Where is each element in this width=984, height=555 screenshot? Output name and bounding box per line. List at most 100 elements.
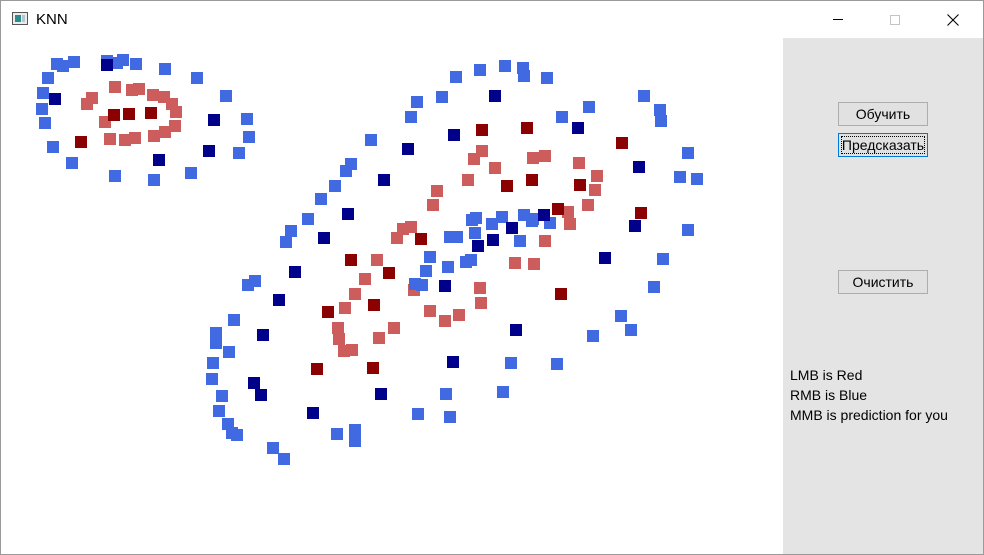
blue-point: [191, 72, 203, 84]
blue-point: [420, 265, 432, 277]
blue-point: [57, 60, 69, 72]
blue-point: [682, 147, 694, 159]
red-point: [468, 153, 480, 165]
blue-point: [278, 453, 290, 465]
blue-point: [505, 357, 517, 369]
blue-point: [541, 72, 553, 84]
predicted-blue-point: [378, 174, 390, 186]
red-point: [539, 235, 551, 247]
predicted-red-point: [322, 306, 334, 318]
predicted-blue-point: [273, 294, 285, 306]
window-title: KNN: [36, 11, 68, 28]
predicted-blue-point: [203, 145, 215, 157]
red-point: [439, 315, 451, 327]
predicted-red-point: [501, 180, 513, 192]
blue-point: [691, 173, 703, 185]
predicted-blue-point: [506, 222, 518, 234]
red-point: [474, 282, 486, 294]
blue-point: [349, 424, 361, 436]
maximize-icon: [890, 14, 900, 25]
blue-point: [556, 111, 568, 123]
red-point: [564, 218, 576, 230]
title-bar[interactable]: KNN: [1, 1, 983, 38]
blue-point: [242, 279, 254, 291]
red-point: [489, 162, 501, 174]
red-point: [573, 157, 585, 169]
predicted-blue-point: [447, 356, 459, 368]
blue-point: [213, 405, 225, 417]
blue-point: [583, 101, 595, 113]
blue-point: [340, 165, 352, 177]
blue-point: [47, 141, 59, 153]
predict-button[interactable]: Предсказать: [838, 133, 928, 157]
predicted-red-point: [476, 124, 488, 136]
predicted-blue-point: [49, 93, 61, 105]
predicted-red-point: [526, 174, 538, 186]
predicted-blue-point: [289, 266, 301, 278]
red-point: [333, 333, 345, 345]
red-point: [373, 332, 385, 344]
predicted-blue-point: [448, 129, 460, 141]
close-icon: [947, 13, 959, 26]
blue-point: [526, 215, 538, 227]
plot-canvas[interactable]: [1, 38, 783, 554]
red-point: [119, 134, 131, 146]
train-button[interactable]: Обучить: [838, 102, 928, 126]
blue-point: [648, 281, 660, 293]
control-panel: Обучить Предсказать Очистить LMB is Red …: [783, 38, 983, 554]
blue-point: [331, 428, 343, 440]
predicted-blue-point: [208, 114, 220, 126]
red-point: [371, 254, 383, 266]
help-line-lmb: LMB is Red: [790, 367, 863, 383]
predicted-blue-point: [510, 324, 522, 336]
blue-point: [444, 411, 456, 423]
red-point: [509, 257, 521, 269]
predicted-red-point: [123, 108, 135, 120]
minimize-button[interactable]: [809, 1, 867, 38]
blue-point: [655, 115, 667, 127]
blue-point: [587, 330, 599, 342]
predicted-red-point: [367, 362, 379, 374]
red-point: [129, 132, 141, 144]
predicted-blue-point: [629, 220, 641, 232]
blue-point: [349, 435, 361, 447]
clear-button[interactable]: Очистить: [838, 270, 928, 294]
predicted-red-point: [616, 137, 628, 149]
blue-point: [66, 157, 78, 169]
red-point: [388, 322, 400, 334]
app-icon: [12, 12, 28, 25]
blue-point: [42, 72, 54, 84]
blue-point: [682, 224, 694, 236]
blue-point: [442, 261, 454, 273]
blue-point: [654, 104, 666, 116]
blue-point: [220, 90, 232, 102]
predicted-red-point: [75, 136, 87, 148]
blue-point: [657, 253, 669, 265]
red-point: [562, 206, 574, 218]
predicted-blue-point: [439, 280, 451, 292]
predicted-blue-point: [487, 234, 499, 246]
red-point: [339, 302, 351, 314]
blue-point: [36, 103, 48, 115]
blue-point: [674, 171, 686, 183]
red-point: [589, 184, 601, 196]
help-line-rmb: RMB is Blue: [790, 387, 868, 403]
blue-point: [280, 236, 292, 248]
blue-point: [228, 314, 240, 326]
blue-point: [243, 131, 255, 143]
red-point: [349, 288, 361, 300]
close-button[interactable]: [924, 1, 982, 38]
maximize-button[interactable]: [866, 1, 924, 38]
predicted-blue-point: [472, 240, 484, 252]
blue-point: [499, 60, 511, 72]
predicted-red-point: [555, 288, 567, 300]
predicted-red-point: [552, 203, 564, 215]
blue-point: [469, 227, 481, 239]
predicted-blue-point: [342, 208, 354, 220]
red-point: [475, 297, 487, 309]
predicted-red-point: [368, 299, 380, 311]
blue-point: [514, 235, 526, 247]
blue-point: [615, 310, 627, 322]
blue-point: [267, 442, 279, 454]
